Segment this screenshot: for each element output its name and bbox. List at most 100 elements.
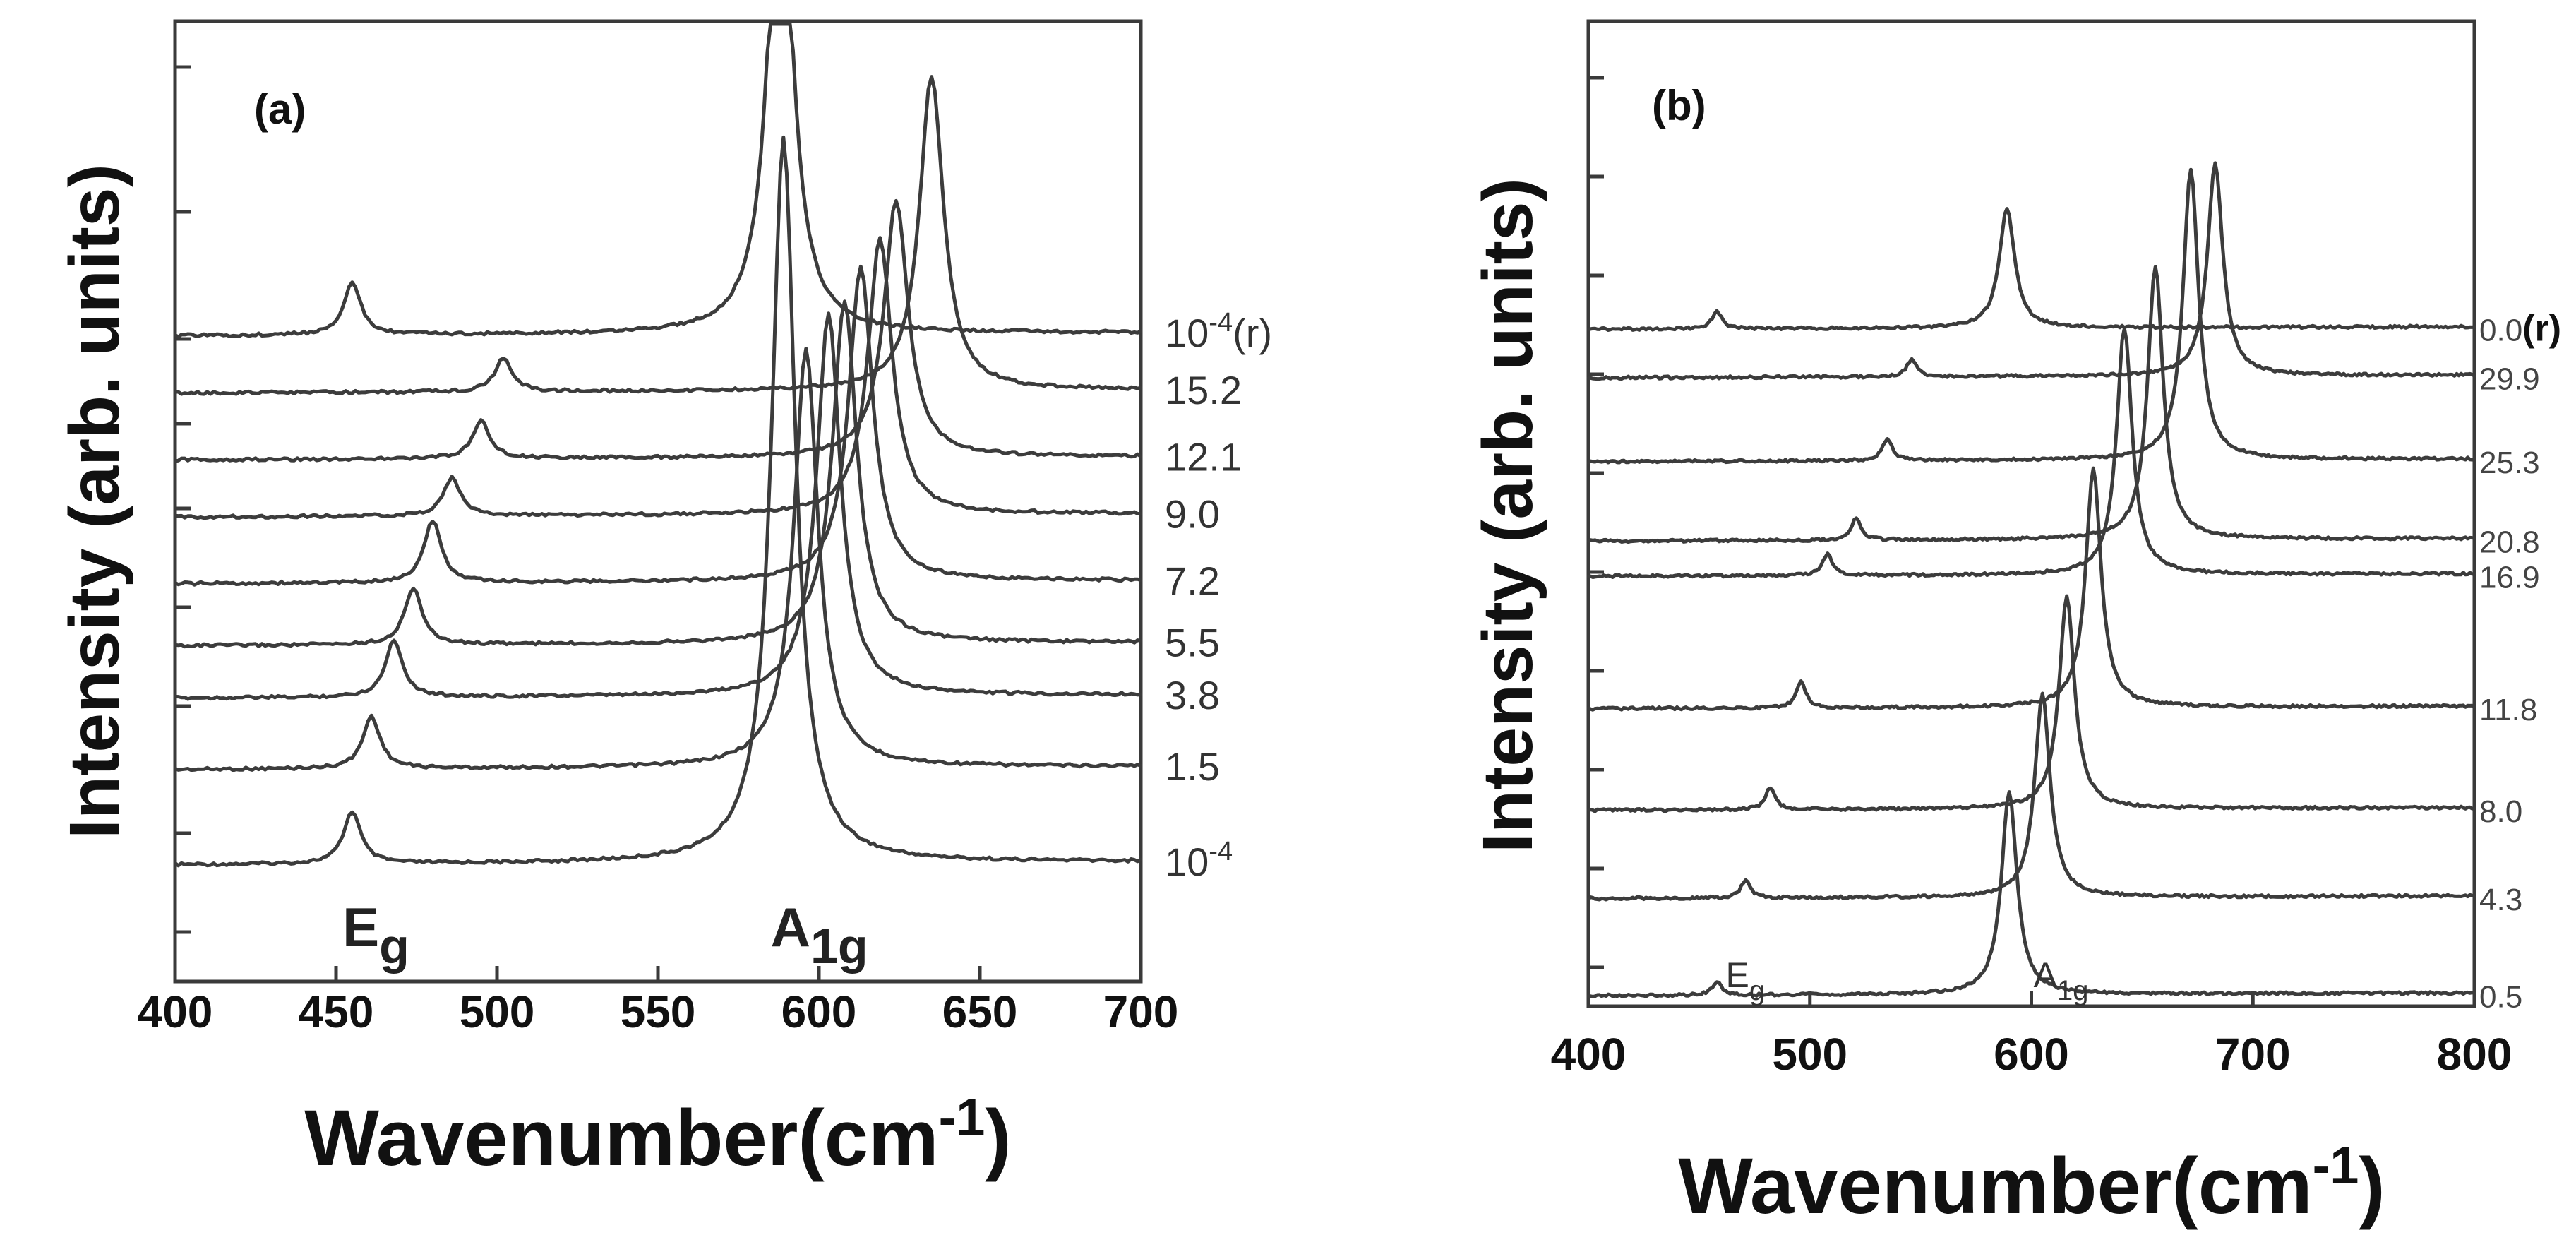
panel-b-label: (b) — [1652, 82, 1706, 129]
panel-a-x-tick-label: 500 — [460, 986, 535, 1037]
series-label-base: 15.2 — [1165, 368, 1242, 412]
series-line-10-4 — [173, 135, 1143, 868]
series-line-12.1 — [173, 198, 1143, 463]
series-line-20.8 — [1586, 265, 2476, 544]
peak-label-Eg: Eg — [342, 896, 409, 974]
panel-a-x-ticks: 400 450 500 550 600 650 700 — [138, 966, 1179, 1037]
panel-b-plot-frame — [1586, 19, 2476, 1008]
panel-a-y-ticks — [175, 65, 191, 934]
peak-label-sub: g — [379, 919, 409, 974]
series-label-base: 12.1 — [1165, 434, 1242, 479]
panel-b: 400 500 600 700 800 0.5 4.3 8.0 11.8 16.920.8 25.… — [1468, 19, 2561, 1230]
peak-label-A1g: A1g — [771, 896, 868, 974]
series-line-25.3 — [1586, 167, 2476, 465]
series-line-10-4(r) — [173, 22, 1143, 339]
series-label-16.9: 16.9 — [2479, 561, 2540, 595]
series-line-15.2 — [173, 75, 1143, 396]
series-label-12.1: 12.1 — [1165, 434, 1242, 479]
series-line-5.5 — [173, 299, 1143, 649]
series-label-value: 4.3 — [2479, 883, 2522, 917]
series-label-base: 7.2 — [1165, 559, 1220, 603]
panel-b-x-tick-label: 700 — [2215, 1029, 2291, 1080]
series-label-8.0: 8.0 — [2479, 794, 2522, 829]
series-label-base: 10 — [1165, 311, 1209, 355]
series-line-4.3 — [1586, 691, 2476, 902]
series-line-8.0 — [1586, 594, 2476, 813]
series-label-0.0(r): 0.0(r) — [2479, 309, 2561, 350]
panel-a-series-labels: 10-41.53.85.57.29.012.115.210-4(r) — [1165, 308, 1272, 884]
peak-label-base: E — [342, 896, 379, 958]
series-label-29.9: 29.9 — [2479, 362, 2540, 396]
series-label-11.8: 11.8 — [2479, 693, 2537, 727]
series-label-value: 11.8 — [2479, 693, 2537, 727]
panel-b-x-ticks: 400 500 600 700 800 — [1551, 991, 2512, 1080]
series-label-sup: -4 — [1209, 837, 1233, 866]
panel-b-series — [1586, 161, 2476, 998]
panel-b-x-axis-label: Wavenumber(cm-1) — [1678, 1136, 2385, 1230]
series-label-base: 1.5 — [1165, 744, 1220, 789]
peak-label-Eg: Eg — [1726, 955, 1766, 1006]
series-line-0.5 — [1586, 790, 2476, 998]
series-line-0.0(r) — [1586, 207, 2476, 332]
peak-label-base: E — [1726, 955, 1749, 995]
series-line-16.9 — [1586, 327, 2476, 579]
series-line-29.9 — [1586, 161, 2476, 381]
panel-a-x-axis-label-base: Wavenumber(cm — [304, 1094, 938, 1182]
series-label-4.3: 4.3 — [2479, 883, 2522, 917]
series-label-value: 20.8 — [2479, 525, 2540, 560]
series-label-25.3: 25.3 — [2479, 446, 2540, 480]
series-label-value: 16.9 — [2479, 561, 2540, 595]
peak-label-A1g: A1g — [2034, 955, 2089, 1006]
series-label-5.5: 5.5 — [1165, 621, 1220, 665]
peak-label-base: A — [771, 896, 810, 958]
peak-label-base: A — [2034, 955, 2058, 995]
series-label-base: 3.8 — [1165, 673, 1220, 717]
panel-a-x-tick-label: 700 — [1103, 986, 1179, 1037]
series-line-1.5 — [173, 347, 1143, 772]
series-label-value: 25.3 — [2479, 446, 2540, 480]
series-line-7.2 — [173, 264, 1143, 587]
series-label-suffix: (r) — [1233, 311, 1272, 355]
panel-b-x-tick-label: 500 — [1772, 1029, 1847, 1080]
peak-label-sub: g — [1749, 975, 1765, 1006]
panel-a-plot-frame — [173, 19, 1143, 984]
series-label-7.2: 7.2 — [1165, 559, 1220, 603]
peak-label-sub: 1g — [2057, 975, 2089, 1006]
series-label-15.2: 15.2 — [1165, 368, 1242, 412]
series-label-20.8: 20.8 — [2479, 525, 2540, 560]
panel-a-peak-annotations: Eg A1g — [342, 896, 868, 974]
series-label-10-4: 10-4 — [1165, 837, 1233, 884]
series-label-base: 5.5 — [1165, 621, 1220, 665]
series-line-11.8 — [1586, 466, 2476, 712]
peak-label-sub: 1g — [810, 919, 868, 974]
panel-a-x-tick-label: 550 — [621, 986, 696, 1037]
panel-a-x-axis-label-close: ) — [985, 1094, 1011, 1182]
series-label-sup: -4 — [1209, 308, 1233, 338]
panel-b-x-axis-label-close: ) — [2359, 1142, 2385, 1230]
panel-b-series-labels: 0.5 4.3 8.0 11.8 16.920.8 25.3 29.9 0.0(r) — [2479, 309, 2561, 1015]
series-line-3.8 — [173, 311, 1143, 701]
panel-a-x-axis-label: Wavenumber(cm-1) — [304, 1088, 1011, 1182]
panel-a: 400 450 500 550 600 650 700 10-41.53.85.57.29.… — [55, 19, 1272, 1182]
panel-a-series — [173, 22, 1143, 868]
panel-a-x-axis-label-sup: -1 — [939, 1088, 986, 1147]
panel-a-x-tick-label: 600 — [781, 986, 857, 1037]
panel-a-label: (a) — [254, 85, 306, 133]
panel-a-x-tick-label: 650 — [942, 986, 1018, 1037]
panel-b-peak-annotations: Eg A1g — [1726, 955, 2089, 1006]
panel-a-y-axis-label: Intensity (arb. units) — [55, 164, 134, 839]
series-label-1.5: 1.5 — [1165, 744, 1220, 789]
panel-b-y-ticks — [1588, 76, 1604, 969]
series-line-9.0 — [173, 236, 1143, 520]
panel-b-x-tick-label: 800 — [2437, 1029, 2512, 1080]
series-label-9.0: 9.0 — [1165, 491, 1220, 536]
panel-b-x-axis-label-sup: -1 — [2313, 1136, 2359, 1195]
panel-b-x-axis-label-base: Wavenumber(cm — [1678, 1142, 2312, 1230]
panel-b-y-axis-label: Intensity (arb. units) — [1468, 178, 1547, 853]
panel-a-x-tick-label: 450 — [299, 986, 374, 1037]
series-label-base: 9.0 — [1165, 491, 1220, 536]
series-label-suffix: (r) — [2522, 309, 2561, 350]
series-label-value: 0.5 — [2479, 979, 2522, 1014]
series-label-value: 29.9 — [2479, 362, 2540, 396]
